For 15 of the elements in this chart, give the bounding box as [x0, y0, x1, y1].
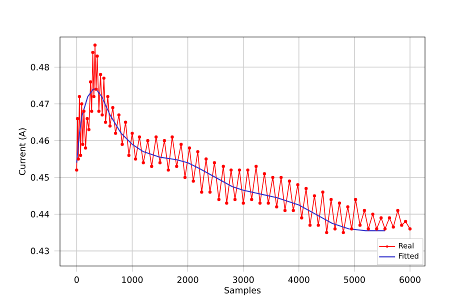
x-tick-label: 6000 [400, 276, 420, 283]
y-tick-label: 0.46 [30, 137, 50, 144]
x-tick-label: 0 [74, 276, 79, 283]
x-tick-label: 3000 [232, 276, 254, 283]
x-tick-label: 1000 [122, 276, 143, 283]
x-tick-label: 2000 [177, 276, 198, 283]
x-tick-label: 4000 [288, 276, 310, 283]
y-tick-label: 0.44 [30, 210, 50, 218]
y-tick-label: 0.48 [30, 64, 49, 70]
y-axis-title: Current (A) [18, 128, 26, 176]
y-tick-label: 0.43 [30, 248, 49, 254]
x-tick-label: 5000 [344, 276, 365, 283]
x-axis-title: Samples [224, 286, 261, 296]
y-tick-label: 0.45 [30, 174, 49, 181]
y-tick-label: 0.47 [30, 100, 49, 108]
